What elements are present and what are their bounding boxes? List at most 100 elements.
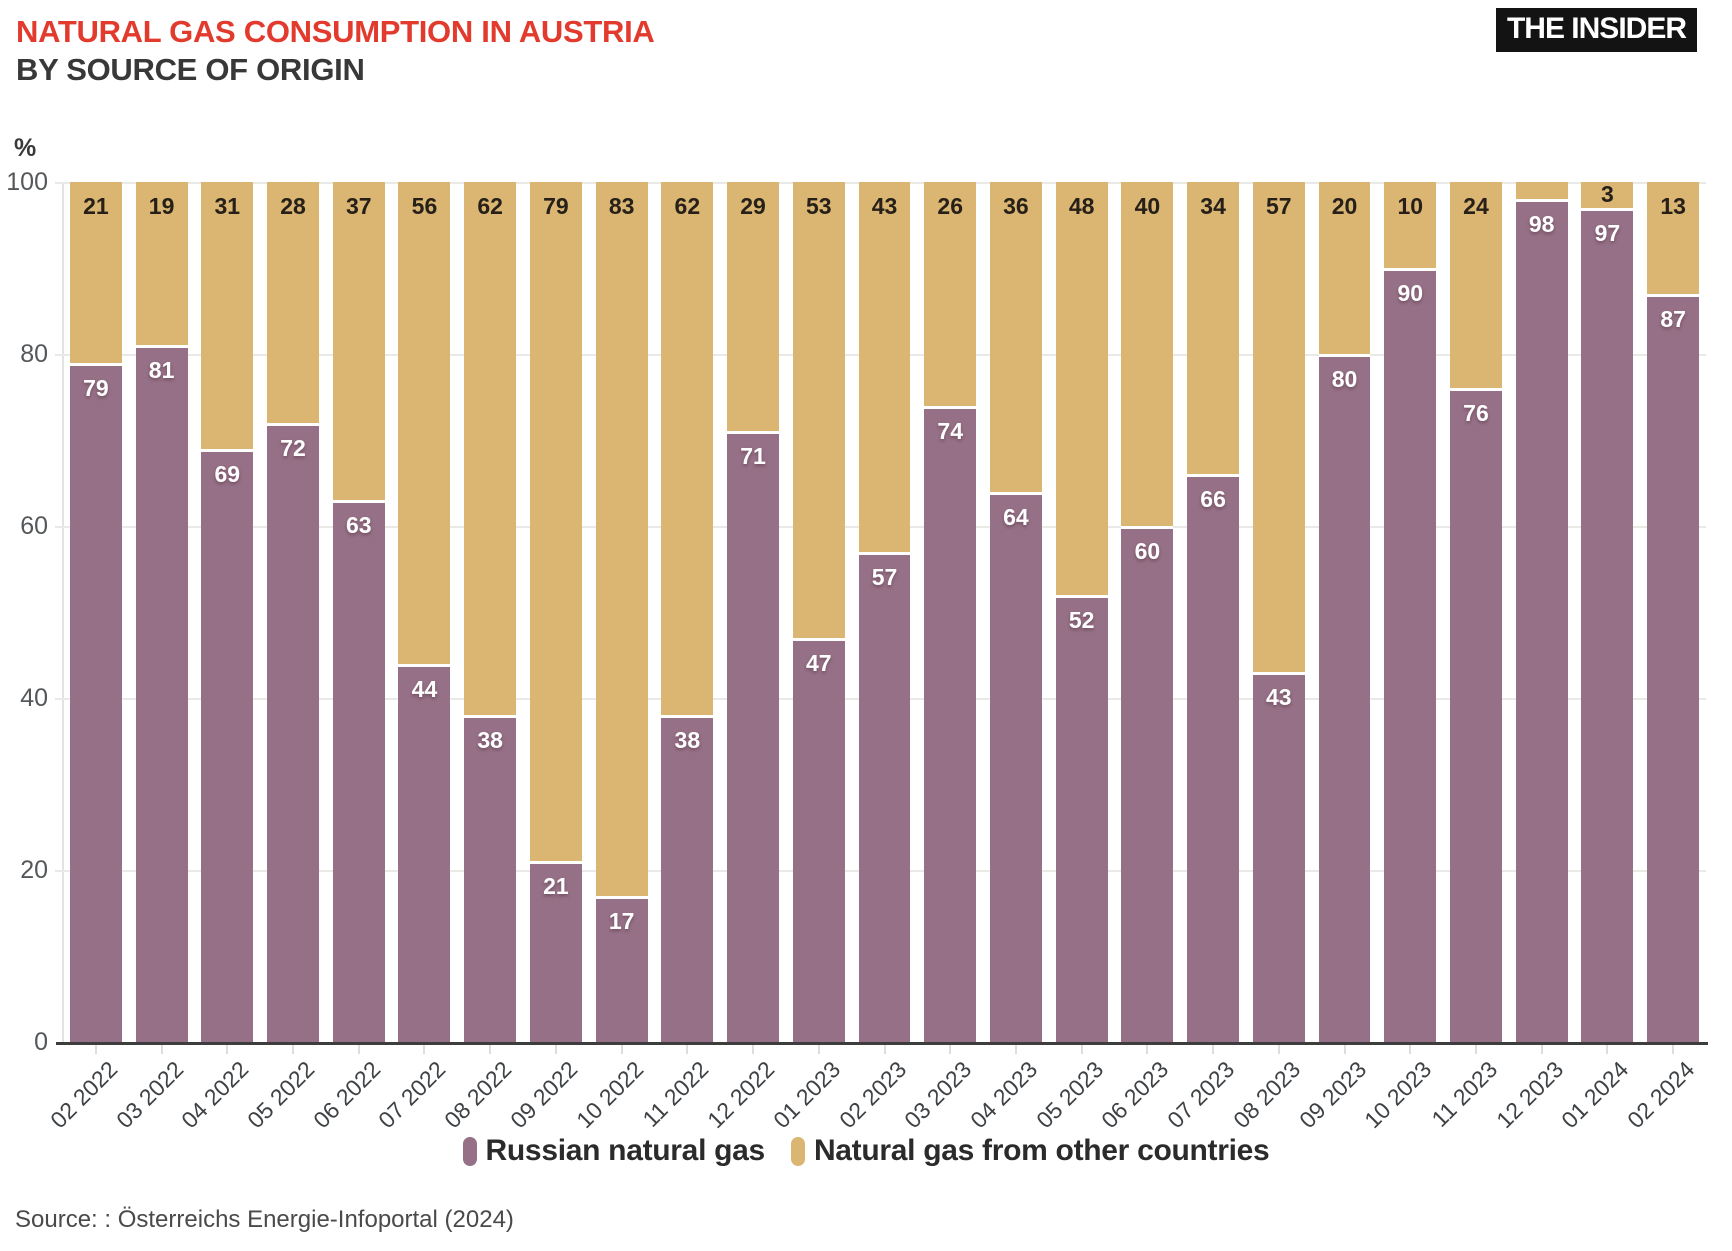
bar-column: 34 66 <box>1180 182 1246 1042</box>
bar-segment-russian: 97 <box>1581 207 1634 1042</box>
bar-segment-russian: 87 <box>1647 293 1700 1042</box>
x-tick <box>160 1045 163 1054</box>
bar-column: 56 44 <box>392 182 458 1042</box>
bar-segment-russian: 38 <box>464 715 517 1042</box>
bar-column: 48 52 <box>1049 182 1115 1042</box>
bar-value-label-other: 43 <box>871 193 898 219</box>
bar-value-label-other: 79 <box>543 193 569 219</box>
bar-segment-other: 34 <box>1187 182 1240 475</box>
bar-segment-other: 40 <box>1121 182 1174 526</box>
bar-column: 53 47 <box>786 182 852 1042</box>
bar-segment-other: 29 <box>727 182 780 432</box>
bar-value-label-russian: 79 <box>83 374 109 401</box>
bar-segment-russian: 57 <box>858 551 911 1042</box>
x-tick-label: 04 2022 <box>176 1056 254 1134</box>
bar-segment-russian: 52 <box>1055 594 1108 1042</box>
bar-value-label-russian: 17 <box>608 907 635 934</box>
bar-column: 3 97 <box>1575 181 1641 1042</box>
y-axis-line <box>62 182 64 1042</box>
bar-value-label-russian: 57 <box>871 563 898 590</box>
bar-value-label-other: 56 <box>411 193 438 219</box>
x-tick-label: 04 2023 <box>965 1056 1043 1134</box>
bar-segment-russian: 76 <box>1449 388 1502 1042</box>
bar-value-label-russian: 71 <box>740 443 766 470</box>
chart-subtitle: BY SOURCE OF ORIGIN <box>16 52 365 87</box>
x-tick-label: 03 2022 <box>110 1056 188 1134</box>
bar-column: 40 60 <box>1115 182 1181 1042</box>
bar-value-label-other: 83 <box>608 193 635 219</box>
bar-column: 24 76 <box>1443 182 1509 1042</box>
bar-value-label-russian: 52 <box>1068 606 1095 633</box>
x-tick <box>1540 1045 1543 1054</box>
bar-segment-other: 83 <box>595 182 648 896</box>
bar-value-label-russian: 69 <box>214 460 241 487</box>
bar-value-label-russian: 81 <box>148 357 175 384</box>
x-tick <box>1080 1045 1083 1054</box>
bar-segment-russian: 64 <box>989 491 1042 1042</box>
bar-segment-russian: 71 <box>727 431 780 1042</box>
x-tick <box>554 1045 557 1054</box>
x-tick <box>883 1045 886 1054</box>
bar-segment-other: 20 <box>1318 182 1371 354</box>
x-tick <box>1409 1045 1412 1054</box>
bar-column: 31 69 <box>194 182 260 1042</box>
y-tick-label: 60 <box>20 512 48 540</box>
bar-segment-russian: 21 <box>529 861 582 1042</box>
bar-column: 62 38 <box>654 182 720 1042</box>
bar-segment-russian: 69 <box>201 448 254 1042</box>
bar-value-label-other: 48 <box>1068 193 1095 219</box>
bar-segment-russian: 72 <box>267 422 319 1042</box>
bar-value-label-russian: 38 <box>477 727 503 754</box>
y-tick-label: 0 <box>34 1028 48 1056</box>
bar-value-label-russian: 90 <box>1397 280 1424 306</box>
bar-value-label-other: 13 <box>1660 193 1686 219</box>
bar-value-label-russian: 64 <box>1003 503 1029 530</box>
x-tick <box>423 1045 426 1054</box>
bar-value-label-russian: 76 <box>1463 400 1489 427</box>
x-axis-line <box>56 1042 1708 1045</box>
bar-value-label-other: 62 <box>477 193 503 219</box>
bar-column: 62 38 <box>457 182 523 1042</box>
bar-segment-russian: 66 <box>1187 474 1240 1042</box>
x-tick <box>226 1045 229 1054</box>
x-tick <box>1343 1045 1346 1054</box>
x-tick-label: 07 2023 <box>1162 1056 1240 1134</box>
x-tick-label: 03 2023 <box>899 1056 977 1134</box>
bar-segment-other: 19 <box>135 182 188 346</box>
x-tick <box>752 1045 755 1054</box>
bar-value-label-other: 3 <box>1600 181 1614 207</box>
plot-area: 21 79 19 81 31 69 28 72 37 63 56 44 62 38 79 21 83 17 62 38… <box>55 181 1706 1042</box>
bar-segment-russian: 80 <box>1318 354 1371 1042</box>
bar-segment-other: 37 <box>332 182 385 501</box>
legend-label-other: Natural gas from other countries <box>813 1134 1270 1167</box>
bar-column: 43 57 <box>852 182 918 1042</box>
bar-column: 37 63 <box>326 182 392 1042</box>
source-note: Source: : Österreichs Energie-Infoportal… <box>15 1206 514 1233</box>
bar-segment-other: 28 <box>267 182 319 423</box>
bar-value-label-russian: 43 <box>1266 684 1292 711</box>
bar-segment-other: 53 <box>792 182 845 638</box>
bar-segment-other <box>1515 182 1568 200</box>
bar-value-label-other: 34 <box>1200 193 1226 219</box>
bar-segment-other: 79 <box>529 182 582 862</box>
x-tick-label: 08 2022 <box>439 1056 517 1134</box>
x-tick-label: 11 2023 <box>1426 1056 1503 1132</box>
bar-segment-other: 10 <box>1384 182 1437 268</box>
bar-value-label-russian: 98 <box>1528 211 1555 238</box>
bar-segment-other: 26 <box>924 182 977 406</box>
x-tick <box>620 1045 623 1054</box>
bar-value-label-russian: 63 <box>345 512 372 539</box>
x-tick-label: 02 2022 <box>45 1056 123 1134</box>
bar-segment-russian: 63 <box>332 500 385 1042</box>
x-tick-label: 02 2023 <box>833 1056 911 1134</box>
x-tick <box>489 1045 492 1054</box>
legend: Russian natural gas Natural gas from oth… <box>0 1134 1732 1168</box>
x-tick <box>1672 1045 1675 1054</box>
bar-segment-other: 24 <box>1449 182 1502 389</box>
x-tick-label: 08 2023 <box>1228 1056 1306 1134</box>
x-tick-label: 10 2022 <box>570 1056 648 1134</box>
bar-segment-russian: 44 <box>398 663 451 1042</box>
bar-segment-other: 21 <box>69 182 122 363</box>
bar-column: 83 17 <box>589 182 655 1042</box>
bar-segment-russian: 38 <box>661 715 714 1042</box>
